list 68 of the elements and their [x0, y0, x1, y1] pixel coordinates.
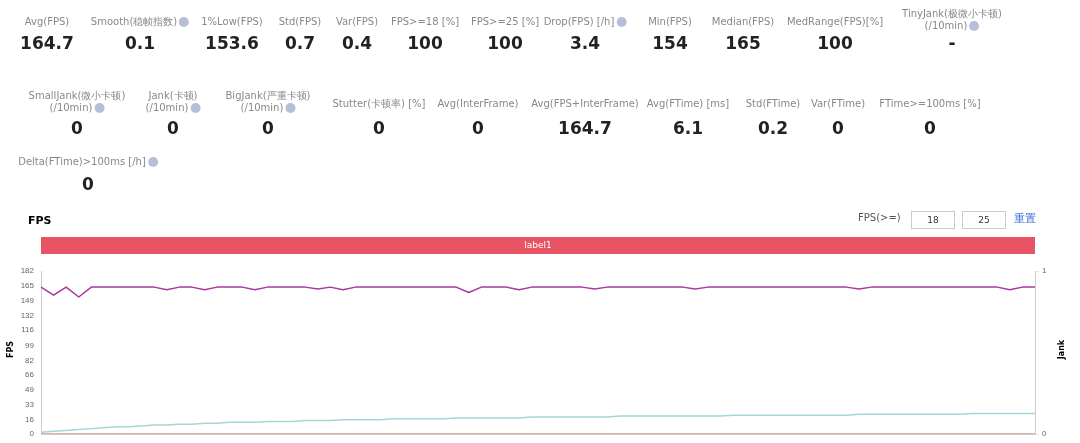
text: Var(FTime): [810, 98, 866, 110]
text: 重置: [1014, 211, 1036, 226]
text: SmallJank(微小卡顿) (/10min): [28, 90, 126, 114]
y-tick-label: 132: [20, 310, 35, 320]
text: 165: [725, 33, 761, 53]
text: Smooth(稳帧指数): [90, 16, 179, 28]
text: 0.2: [757, 118, 789, 138]
y2-tick-label: 0: [1042, 429, 1047, 439]
text: Jank(卡顿) (/10min): [145, 90, 199, 114]
text: Avg(FPS+InterFrame): [531, 98, 639, 110]
y-tick-label: 165: [20, 281, 35, 291]
y-tick-label: 99: [25, 340, 35, 350]
text: 0: [167, 118, 179, 138]
text: Avg(FPS): [24, 16, 70, 28]
text: 100: [407, 33, 443, 53]
text: Median(FPS): [711, 16, 775, 28]
y-tick-label: 149: [20, 295, 35, 305]
text: 3.4: [569, 33, 601, 53]
text: Drop(FPS) [/h]: [543, 16, 616, 28]
text: label1: [41, 237, 1035, 254]
text: FPS(>=): [858, 212, 901, 223]
text: FPS>=18 [%]: [390, 16, 460, 28]
text: 153.6: [205, 33, 259, 53]
text: 164.7: [558, 118, 612, 138]
text: 0: [472, 118, 484, 138]
text: 0: [832, 118, 844, 138]
text: 25: [962, 211, 1006, 229]
y2-axis-title: Jank: [1057, 339, 1067, 360]
text: 0.4: [341, 33, 373, 53]
text: BigJank(严重卡顿) (/10min): [225, 90, 311, 114]
text: 0.1: [124, 33, 156, 53]
text: 154: [652, 33, 688, 53]
text: 0: [82, 174, 94, 194]
text: FTime>=100ms [%]: [879, 98, 981, 110]
y-tick-label: 82: [25, 355, 35, 365]
y-tick-label: 66: [25, 370, 35, 380]
text: Avg(FTime) [ms]: [646, 98, 730, 110]
y-tick-label: 16: [25, 414, 35, 424]
text: 0: [71, 118, 83, 138]
y2-tick-label: 1: [1042, 266, 1047, 276]
y-tick-label: 0: [29, 429, 35, 439]
text: FPS>=25 [%]: [470, 16, 540, 28]
y-tick-label: 182: [20, 266, 35, 276]
text: 1%Low(FPS): [201, 16, 263, 28]
text: Std(FPS): [278, 16, 322, 28]
text: Var(FPS): [335, 16, 379, 28]
text: 6.1: [672, 118, 704, 138]
y-tick-label: 116: [21, 325, 35, 335]
text: 18: [911, 211, 955, 229]
text: Avg(InterFrame): [437, 98, 519, 110]
text: 100: [487, 33, 523, 53]
text: Min(FPS): [648, 16, 692, 28]
y-tick-label: 49: [25, 385, 35, 395]
text: TinyJank(极微小卡顿) (/10min): [902, 8, 1002, 32]
text: 164.7: [20, 33, 74, 53]
text: Std(FTime): [745, 98, 801, 110]
text: 0: [924, 118, 936, 138]
text: 100: [817, 33, 853, 53]
text: 0: [373, 118, 385, 138]
text: 0.7: [284, 33, 316, 53]
text: Delta(FTime)>100ms [/h]: [18, 156, 147, 168]
y-tick-label: 33: [25, 399, 35, 409]
chart-title: FPS: [28, 214, 52, 227]
text: 0: [262, 118, 274, 138]
y-axis-title: FPS: [6, 340, 16, 359]
text: Stutter(卡顿率) [%]: [332, 98, 426, 110]
text: -: [948, 33, 956, 53]
text: MedRange(FPS)[%]: [786, 16, 884, 28]
